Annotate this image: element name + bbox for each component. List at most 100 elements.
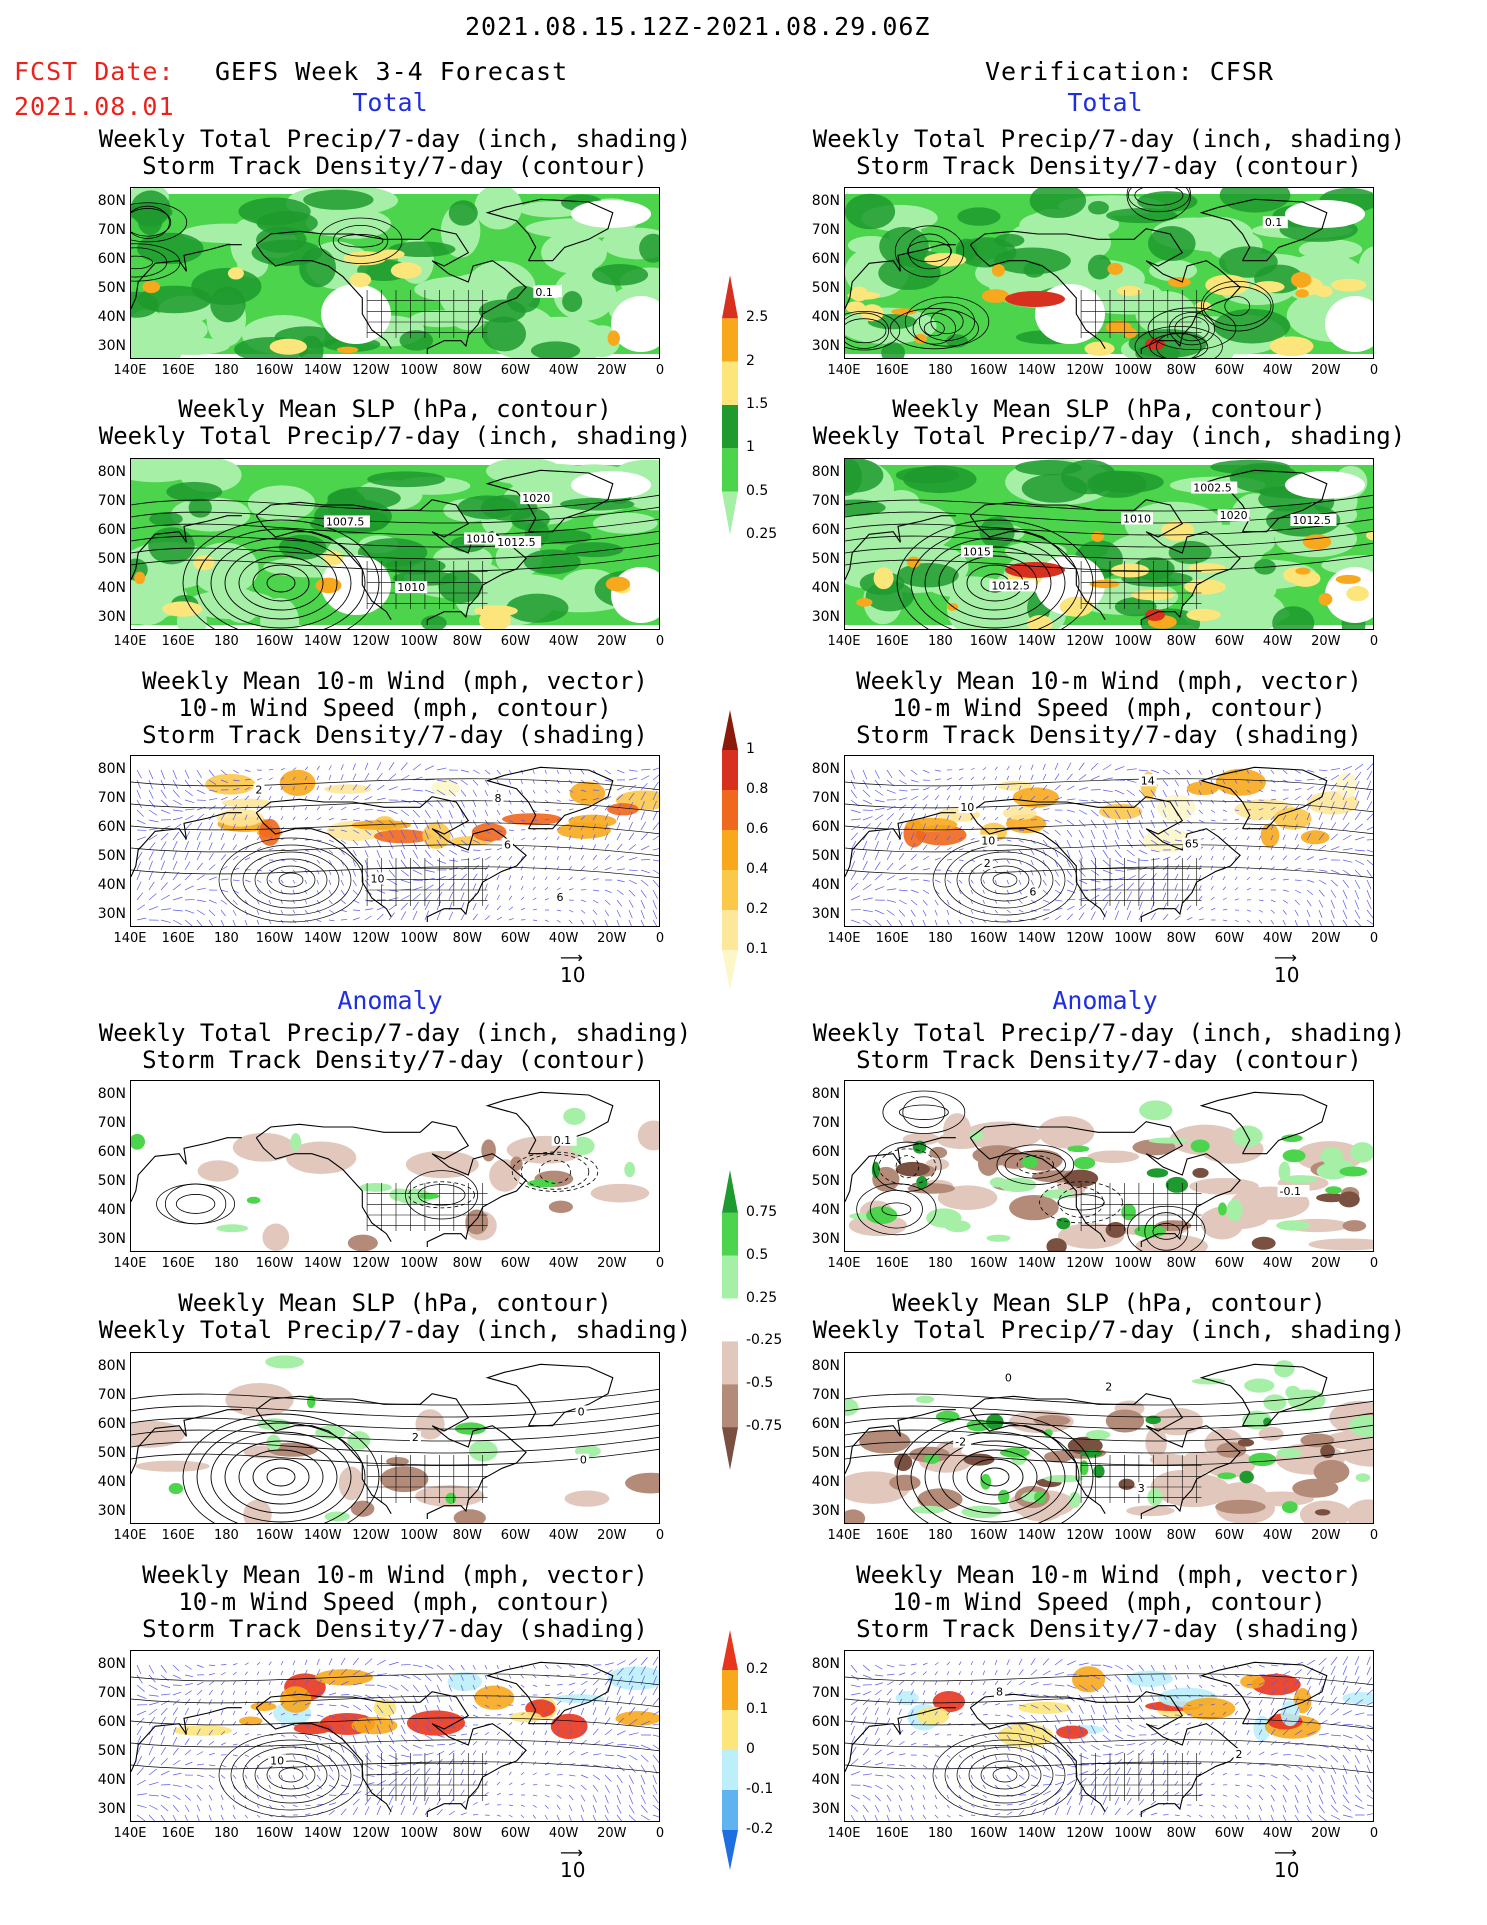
colorbar-label: 0.5: [746, 1246, 769, 1263]
contour-label: 1002.5: [1193, 482, 1232, 495]
lon-tick-label: 80W: [452, 634, 482, 649]
contour-label: 8: [495, 792, 502, 805]
contour-label: 0: [578, 1405, 585, 1418]
contour-label: 8: [996, 1685, 1003, 1698]
left-wind-storm-map: 2 6 6 8 10: [130, 755, 660, 927]
contour-label: 6: [1029, 885, 1036, 898]
right-total-label: Total: [1067, 88, 1143, 117]
lat-tick-label: 40N: [811, 1772, 840, 1788]
verification-title: Verification: CFSR: [985, 57, 1274, 86]
lon-tick-label: 180: [213, 363, 239, 378]
lat-tick-label: 60N: [811, 251, 840, 267]
lon-tick-label: 120W: [1066, 1528, 1104, 1543]
contour-label: 1015: [963, 545, 991, 558]
lon-tick-label: 120W: [352, 1256, 390, 1271]
lat-tick-label: 40N: [97, 1772, 126, 1788]
lon-tick-label: 140E: [827, 931, 861, 946]
lon-tick-label: 100W: [1114, 1826, 1152, 1841]
lat-tick-label: 70N: [811, 1387, 840, 1403]
lon-tick-label: 80W: [452, 931, 482, 946]
panel-title-line: Weekly Total Precip/7-day (inch, shading…: [98, 1019, 692, 1047]
left-wind-storm-anom-title: Weekly Mean 10-m Wind (mph, vector) 10-m …: [70, 1562, 720, 1643]
lon-tick-label: 140W: [1017, 634, 1056, 649]
lat-tick-label: 30N: [811, 609, 840, 625]
lat-tick-label: 30N: [97, 1231, 126, 1247]
lon-tick-label: 40W: [548, 931, 579, 946]
lon-tick-label: 160W: [255, 634, 294, 649]
lat-tick-label: 70N: [97, 790, 126, 806]
lon-tick-label: 180: [213, 1256, 239, 1271]
precip-anomaly-colorbar: [720, 1160, 740, 1484]
lon-tick-label: 100W: [1114, 931, 1152, 946]
lon-tick-label: 140W: [303, 1256, 342, 1271]
lon-tick-label: 160W: [969, 1528, 1008, 1543]
left-wind-storm-title: Weekly Mean 10-m Wind (mph, vector) 10-m …: [70, 668, 720, 749]
lat-tick-label: 80N: [811, 1656, 840, 1672]
lon-tick-label: 40W: [1262, 931, 1293, 946]
panel-title-line: Weekly Mean 10-m Wind (mph, vector): [142, 1561, 648, 1589]
lat-tick-label: 60N: [811, 1416, 840, 1432]
lon-tick-label: 140E: [113, 931, 147, 946]
right-precip-storm-anom-title: Weekly Total Precip/7-day (inch, shading…: [784, 1020, 1434, 1074]
contour-label: 0.1: [535, 286, 553, 299]
lon-tick-label: 140W: [1017, 1528, 1056, 1543]
lon-tick-label: 0: [1369, 634, 1379, 649]
colorbar-label: 0.25: [746, 526, 778, 542]
contour-label: 65: [1185, 838, 1199, 851]
contour-label: 10: [981, 835, 995, 848]
lon-tick-label: 60W: [500, 931, 531, 946]
lon-tick-label: 160E: [161, 1826, 195, 1841]
lon-tick-label: 160W: [255, 363, 294, 378]
lat-tick-label: 80N: [97, 1358, 126, 1374]
contour-label: 1012.5: [991, 579, 1030, 592]
right-precip-storm-map: 0.1: [844, 187, 1374, 359]
lon-tick-label: 140W: [303, 634, 342, 649]
panel-title-line: Storm Track Density/7-day (shading): [142, 1615, 648, 1643]
panel-title-line: Weekly Mean SLP (hPa, contour): [178, 1289, 612, 1317]
lon-tick-label: 100W: [1114, 363, 1152, 378]
lon-tick-label: 160W: [255, 1256, 294, 1271]
lon-tick-label: 160E: [161, 363, 195, 378]
contour-label: 0.1: [1265, 216, 1283, 229]
lon-tick-label: 140W: [303, 1528, 342, 1543]
lon-tick-label: 120W: [352, 1528, 390, 1543]
lon-tick-label: 140W: [303, 1826, 342, 1841]
contour-label: 0.1: [554, 1134, 572, 1147]
lon-tick-label: 40W: [548, 1826, 579, 1841]
lon-tick-label: 20W: [1311, 1826, 1341, 1841]
panel-title-line: Weekly Total Precip/7-day (inch, shading…: [812, 422, 1406, 450]
lon-tick-label: 0: [1369, 931, 1379, 946]
lat-tick-label: 80N: [97, 464, 126, 480]
lon-tick-label: 0: [1369, 1826, 1379, 1841]
lat-tick-label: 70N: [811, 790, 840, 806]
colorbar-label: 0.2: [746, 901, 769, 917]
lon-tick-label: 0: [655, 931, 665, 946]
lat-tick-label: 60N: [97, 1714, 126, 1730]
lat-tick-label: 50N: [811, 848, 840, 864]
contour-label: 14: [1141, 774, 1155, 787]
lat-tick-label: 70N: [811, 222, 840, 238]
lat-tick-label: 60N: [811, 819, 840, 835]
panel-title-line: 10-m Wind Speed (mph, contour): [178, 694, 612, 722]
lat-tick-label: 80N: [97, 193, 126, 209]
lat-tick-label: 70N: [811, 1685, 840, 1701]
lon-tick-label: 20W: [597, 1826, 627, 1841]
right-precip-storm-title: Weekly Total Precip/7-day (inch, shading…: [784, 126, 1434, 180]
lat-tick-label: 60N: [97, 522, 126, 538]
lon-tick-label: 160E: [161, 1528, 195, 1543]
lon-tick-label: 20W: [1311, 363, 1341, 378]
lon-tick-label: 100W: [1114, 1256, 1152, 1271]
lon-tick-label: 40W: [548, 1256, 579, 1271]
lon-tick-label: 60W: [500, 1528, 531, 1543]
panel-title-line: Storm Track Density/7-day (shading): [142, 721, 648, 749]
colorbar-label: 2: [746, 352, 755, 369]
lon-tick-label: 60W: [1214, 1528, 1245, 1543]
right-wind-storm-map: 10 2 6 10 14 65: [844, 755, 1374, 927]
right-slp-precip-anom-title: Weekly Mean SLP (hPa, contour) Weekly Tot…: [784, 1290, 1434, 1344]
lat-tick-label: 40N: [811, 1474, 840, 1490]
lon-tick-label: 120W: [352, 634, 390, 649]
lon-tick-label: 120W: [1066, 1256, 1104, 1271]
lon-tick-label: 40W: [1262, 363, 1293, 378]
colorbar-label: 1: [746, 439, 755, 456]
lon-tick-label: 120W: [352, 363, 390, 378]
